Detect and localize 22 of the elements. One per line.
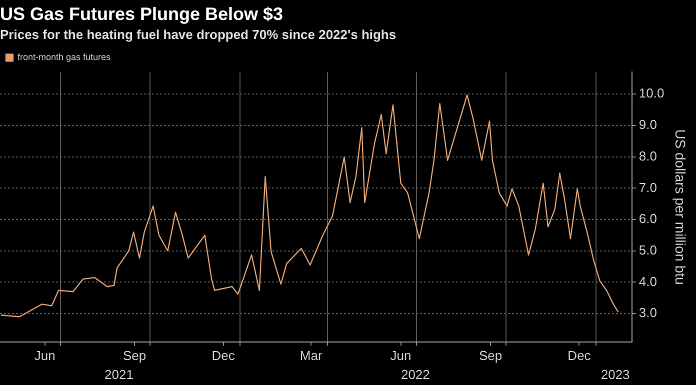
x-tick-label: Dec	[568, 348, 592, 364]
x2-tick-label: 2022	[400, 366, 430, 382]
y-tick-label: 10.0	[638, 86, 664, 101]
x-tick-label: Sep	[123, 348, 146, 364]
y-axis-title: US dollars per million btu	[672, 129, 689, 285]
y-tick-label: 4.0	[638, 274, 657, 289]
chart-title: US Gas Futures Plunge Below $3	[0, 4, 284, 24]
chart-subtitle: Prices for the heating fuel have dropped 70% since 2022's highs	[0, 26, 396, 42]
y-tick-label: 5.0	[638, 242, 657, 258]
x-tick-label: Jun	[34, 348, 56, 364]
y-tick-label: 9.0	[638, 117, 657, 132]
y-tick-label: 3.0	[638, 305, 657, 320]
legend-label: front-month gas futures	[18, 52, 112, 62]
x-tick-label: Jun	[390, 348, 412, 364]
x-tick-label: Mar	[300, 348, 323, 364]
x-tick-label: Dec	[212, 348, 236, 364]
y-tick-label: 8.0	[638, 148, 657, 164]
x2-tick-label: 2021	[104, 366, 134, 382]
x2-tick-label: 2023	[600, 366, 630, 382]
y-tick-label: 6.0	[638, 211, 657, 226]
x-tick-label: Sep	[478, 348, 502, 364]
y-tick-label: 7.0	[638, 180, 657, 195]
